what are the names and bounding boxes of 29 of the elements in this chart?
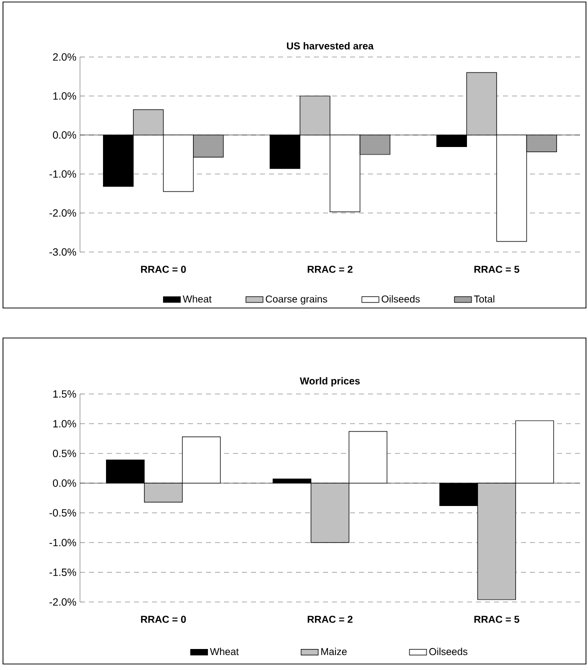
x-tick-label: RRAC = 0 [141,266,186,273]
x-tick-label: RRAC = 2 [308,616,353,623]
y-tick-label: 2.0% [53,53,76,61]
y-tick-label: -2.0% [50,209,76,217]
y-tick-label: -0.5% [50,509,76,517]
x-tick-label: RRAC = 5 [474,266,520,273]
y-tick-label: 0.0% [52,131,76,139]
y-tick-label: -2.0% [50,598,76,606]
x-tick-label: RRAC = 5 [474,616,520,623]
y-tick-label: -1.0% [50,538,76,546]
chart-title: US harvested area [286,42,374,50]
legend-label: Total [474,295,494,303]
chart-title: World prices [300,377,360,386]
y-tick-label: -3.0% [50,248,76,256]
y-tick-label: -1.5% [50,568,76,576]
legend-label: Coarse grains [266,295,328,305]
y-tick-label: 1.5% [53,390,76,398]
x-tick-label: RRAC = 0 [141,616,186,623]
y-tick-label: -1.0% [50,170,76,178]
legend-label: Maize [321,648,347,656]
legend-label: Wheat [210,648,239,656]
legend-label: Oilseeds [429,648,468,656]
y-tick-label: 1.0% [53,92,76,100]
y-tick-label: 0.5% [52,450,76,458]
x-tick-label: RRAC = 2 [308,266,353,273]
legend-label: Wheat [182,295,212,303]
legend-label: Oilseeds [382,295,420,303]
y-tick-label: 1.0% [53,420,76,428]
y-tick-label: 0.0% [52,479,76,487]
